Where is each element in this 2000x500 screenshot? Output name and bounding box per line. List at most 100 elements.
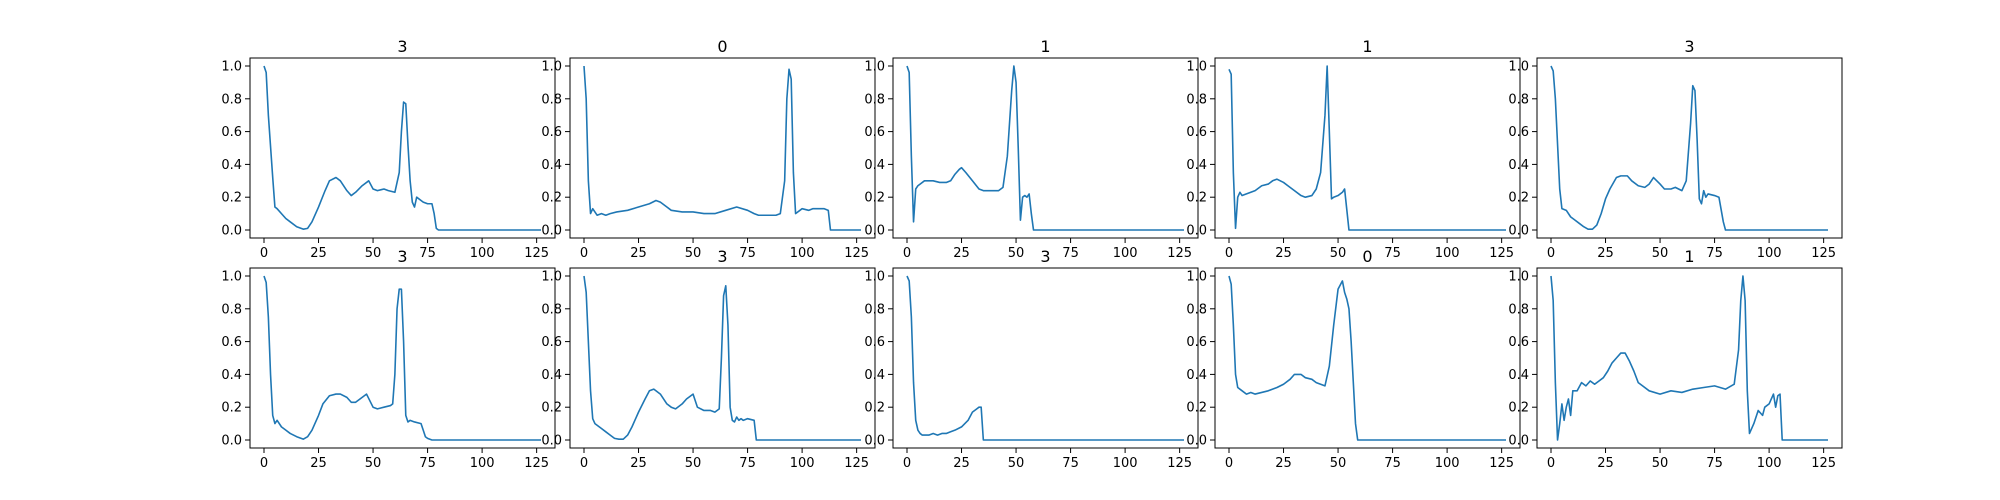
y-tick-label: 0.0 xyxy=(1508,224,1529,239)
x-tick-label: 0 xyxy=(903,456,911,471)
x-tick-label: 125 xyxy=(1489,456,1514,471)
axes-frame xyxy=(1214,267,1521,449)
y-tick-label: 0.8 xyxy=(1508,92,1529,107)
y-tick-label: 0.8 xyxy=(221,92,242,107)
x-tick-label: 0 xyxy=(903,246,911,261)
y-tick-label: 0.2 xyxy=(1186,191,1207,206)
y-tick-label: 0.4 xyxy=(1508,368,1529,383)
x-tick-label: 50 xyxy=(1330,246,1347,261)
x-tick-label: 125 xyxy=(1167,456,1192,471)
x-tick-label: 75 xyxy=(1062,246,1079,261)
y-tick-label: 1.0 xyxy=(1186,60,1207,75)
axes-frame xyxy=(249,57,556,239)
y-tick-label: 0.0 xyxy=(1508,434,1529,449)
x-tick-label: 50 xyxy=(1652,456,1669,471)
y-tick-label: 0.8 xyxy=(864,302,885,317)
x-tick-label: 100 xyxy=(1757,246,1782,261)
y-tick-label: 0.4 xyxy=(864,368,885,383)
axes-frame xyxy=(1536,57,1843,239)
y-tick-label: 1.0 xyxy=(221,270,242,285)
x-tick-label: 50 xyxy=(365,246,382,261)
x-tick-label: 125 xyxy=(844,456,869,471)
subplot-title: 3 xyxy=(717,247,727,266)
series-line xyxy=(1550,275,1828,441)
axes-frame xyxy=(1214,57,1521,239)
x-tick-label: 75 xyxy=(739,456,756,471)
y-tick-label: 0.0 xyxy=(541,434,562,449)
x-tick-label: 100 xyxy=(470,456,495,471)
x-tick-label: 25 xyxy=(1275,246,1292,261)
y-tick-label: 0.0 xyxy=(1186,434,1207,449)
x-tick-label: 100 xyxy=(790,246,815,261)
y-tick-label: 0.8 xyxy=(221,302,242,317)
series-line xyxy=(263,65,541,231)
y-tick-label: 0.2 xyxy=(221,191,242,206)
x-tick-label: 25 xyxy=(1597,456,1614,471)
axes-frame xyxy=(1536,267,1843,449)
y-tick-label: 0.0 xyxy=(221,434,242,449)
x-tick-label: 50 xyxy=(1008,246,1025,261)
y-tick-label: 0.2 xyxy=(1508,401,1529,416)
subplot-7: 3 0 25 50 75 100 125 0.0 0.2 0.4 0.6 0.8 1.0 xyxy=(541,247,876,471)
x-tick-label: 100 xyxy=(470,246,495,261)
x-tick-label: 0 xyxy=(1225,456,1233,471)
x-tick-label: 50 xyxy=(1008,456,1025,471)
y-tick-label: 0.4 xyxy=(221,158,242,173)
subplot-title: 3 xyxy=(397,37,407,56)
x-tick-label: 125 xyxy=(1489,246,1514,261)
subplot-title: 3 xyxy=(1684,37,1694,56)
subplot-title: 1 xyxy=(1040,37,1050,56)
subplot-title: 1 xyxy=(1684,247,1694,266)
y-tick-label: 0.2 xyxy=(541,401,562,416)
x-tick-label: 75 xyxy=(739,246,756,261)
y-tick-label: 1.0 xyxy=(541,60,562,75)
x-tick-label: 100 xyxy=(1113,246,1138,261)
y-tick-label: 0.0 xyxy=(541,224,562,239)
x-tick-label: 125 xyxy=(1811,456,1836,471)
x-tick-label: 0 xyxy=(1547,246,1555,261)
series-line xyxy=(906,65,1184,231)
y-tick-label: 1.0 xyxy=(221,60,242,75)
x-tick-label: 0 xyxy=(1547,456,1555,471)
y-tick-label: 0.6 xyxy=(541,335,562,350)
x-tick-label: 125 xyxy=(524,456,549,471)
axes-frame xyxy=(569,267,876,449)
y-tick-label: 0.4 xyxy=(864,158,885,173)
x-tick-label: 125 xyxy=(1167,246,1192,261)
x-tick-label: 50 xyxy=(1330,456,1347,471)
subplot-9: 0 0 25 50 75 100 125 0.0 0.2 0.4 0.6 0.8 1.0 xyxy=(1186,247,1521,471)
x-tick-label: 75 xyxy=(1384,246,1401,261)
y-tick-label: 0.6 xyxy=(1186,335,1207,350)
x-tick-label: 0 xyxy=(260,246,268,261)
subplot-4: 1 0 25 50 75 100 125 0.0 0.2 0.4 0.6 0.8 1.0 xyxy=(1186,37,1521,261)
series-line xyxy=(1228,275,1506,441)
y-tick-label: 0.4 xyxy=(1186,158,1207,173)
axes-frame xyxy=(249,267,556,449)
y-tick-label: 0.4 xyxy=(541,368,562,383)
y-tick-label: 0.2 xyxy=(864,401,885,416)
x-tick-label: 25 xyxy=(310,456,327,471)
y-tick-label: 0.2 xyxy=(1186,401,1207,416)
x-tick-label: 50 xyxy=(365,456,382,471)
y-tick-label: 0.2 xyxy=(541,191,562,206)
y-tick-label: 0.8 xyxy=(1508,302,1529,317)
x-tick-label: 25 xyxy=(953,456,970,471)
series-line xyxy=(1228,65,1506,231)
series-line xyxy=(583,275,861,441)
x-tick-label: 100 xyxy=(1113,456,1138,471)
subplot-6: 3 0 25 50 75 100 125 0.0 0.2 0.4 0.6 0.8 1.0 xyxy=(221,247,556,471)
x-tick-label: 0 xyxy=(580,246,588,261)
x-tick-label: 50 xyxy=(1652,246,1669,261)
x-tick-label: 125 xyxy=(1811,246,1836,261)
y-tick-label: 0.4 xyxy=(541,158,562,173)
x-tick-label: 100 xyxy=(1435,456,1460,471)
y-tick-label: 0.6 xyxy=(864,125,885,140)
y-tick-label: 1.0 xyxy=(1186,270,1207,285)
x-tick-label: 25 xyxy=(630,246,647,261)
series-line xyxy=(1550,65,1828,231)
x-tick-label: 125 xyxy=(844,246,869,261)
y-tick-label: 0.0 xyxy=(864,434,885,449)
y-tick-label: 0.0 xyxy=(864,224,885,239)
subplot-title: 3 xyxy=(397,247,407,266)
